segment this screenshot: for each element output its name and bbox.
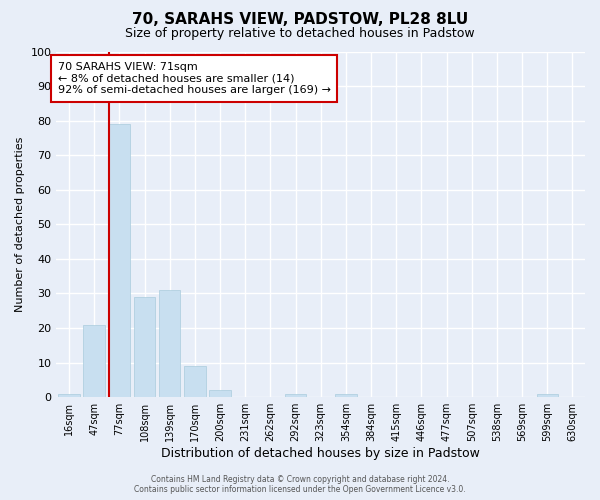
Text: Size of property relative to detached houses in Padstow: Size of property relative to detached ho… (125, 28, 475, 40)
Bar (184, 366, 206, 397)
Bar (536, 394, 558, 397)
Text: 70, SARAHS VIEW, PADSTOW, PL28 8LU: 70, SARAHS VIEW, PADSTOW, PL28 8LU (132, 12, 468, 28)
Bar (335, 394, 356, 397)
Bar (159, 290, 181, 397)
Bar (209, 390, 231, 397)
X-axis label: Distribution of detached houses by size in Padstow: Distribution of detached houses by size … (161, 447, 480, 460)
Bar (83, 324, 105, 397)
Bar (134, 297, 155, 397)
Text: 70 SARAHS VIEW: 71sqm
← 8% of detached houses are smaller (14)
92% of semi-detac: 70 SARAHS VIEW: 71sqm ← 8% of detached h… (58, 62, 331, 95)
Bar (285, 394, 306, 397)
Text: Contains HM Land Registry data © Crown copyright and database right 2024.
Contai: Contains HM Land Registry data © Crown c… (134, 474, 466, 494)
Bar (109, 124, 130, 397)
Bar (58, 394, 80, 397)
Y-axis label: Number of detached properties: Number of detached properties (15, 136, 25, 312)
